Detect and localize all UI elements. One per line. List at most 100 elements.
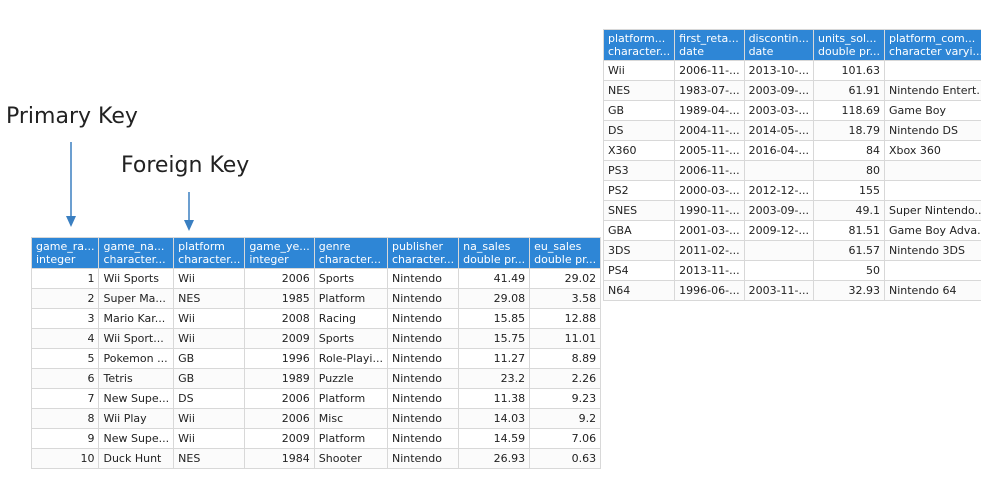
table-cell[interactable]: Platform [313, 388, 388, 409]
table-row[interactable]: 1 Wii Sports Wii 2006 Sports Nintendo 41.49 29.… [30, 268, 602, 289]
table-cell[interactable]: 18.79 [813, 120, 885, 141]
table-row[interactable]: SNES 1990-11-... 2003-09-... 49.1 Super Nint… [602, 200, 981, 221]
table-cell[interactable]: Pokemon ... [98, 348, 175, 369]
table-cell[interactable]: Nintendo DS [883, 120, 981, 141]
table-cell[interactable]: 1989-04-... [674, 100, 745, 121]
table-cell[interactable]: 7 [30, 388, 100, 409]
table-cell[interactable]: Shooter [313, 448, 388, 469]
table-cell[interactable]: 26.93 [458, 448, 531, 469]
table-cell[interactable]: Wii Sports [98, 268, 175, 289]
table-cell[interactable]: Sports [313, 328, 388, 349]
column-header[interactable]: genre character... [313, 237, 388, 269]
table-cell[interactable]: Tetris [98, 368, 175, 389]
table-cell[interactable]: 3DS [602, 240, 676, 261]
table-cell[interactable]: 32.93 [813, 280, 885, 301]
table-cell[interactable]: 10 [30, 448, 100, 469]
table-cell[interactable]: 2001-03-... [674, 220, 745, 241]
table-cell[interactable]: Nintendo [386, 328, 460, 349]
table-cell[interactable]: 2008 [244, 308, 315, 329]
table-row[interactable]: 3 Mario Kar... Wii 2008 Racing Nintendo 15.85 1… [30, 308, 602, 329]
table-row[interactable]: 9 New Supe... Wii 2009 Platform Nintendo 14.59… [30, 428, 602, 449]
table-cell[interactable]: Wii [173, 428, 246, 449]
table-cell[interactable]: 14.03 [458, 408, 531, 429]
table-cell[interactable]: 0.63 [529, 448, 602, 469]
table-row[interactable]: 4 Wii Sport... Wii 2009 Sports Nintendo 15.75 1… [30, 328, 602, 349]
table-row[interactable]: Wii 2006-11-... 2013-10-... 101.63 [602, 60, 981, 81]
table-row[interactable]: 3DS 2011-02-... 61.57 Nintendo 3DS [602, 240, 981, 261]
table-cell[interactable] [883, 60, 981, 81]
table-cell[interactable]: 2000-03-... [674, 180, 745, 201]
table-cell[interactable]: Misc [313, 408, 388, 429]
table-cell[interactable]: 6 [30, 368, 100, 389]
table-cell[interactable]: 41.49 [458, 268, 531, 289]
table-row[interactable]: N64 1996-06-... 2003-11-... 32.93 Nintendo 6… [602, 280, 981, 301]
table-cell[interactable]: GB [173, 348, 246, 369]
column-header[interactable]: eu_sales double pr... [529, 237, 602, 269]
table-cell[interactable]: 61.57 [813, 240, 885, 261]
column-header[interactable]: game_ra... integer [30, 237, 100, 269]
table-cell[interactable]: Nintendo [386, 448, 460, 469]
table-cell[interactable] [743, 260, 815, 281]
table-cell[interactable]: GBA [602, 220, 676, 241]
column-header[interactable]: na_sales double pr... [458, 237, 531, 269]
table-cell[interactable]: 2006 [244, 268, 315, 289]
table-cell[interactable]: Super Nintendo... [883, 200, 981, 221]
table-cell[interactable]: GB [173, 368, 246, 389]
table-row[interactable]: DS 2004-11-... 2014-05-... 18.79 Nintendo DS [602, 120, 981, 141]
table-cell[interactable]: 1996-06-... [674, 280, 745, 301]
table-cell[interactable]: 12.88 [529, 308, 602, 329]
table-cell[interactable] [743, 240, 815, 261]
table-cell[interactable]: Super Ma... [98, 288, 175, 309]
table-cell[interactable]: Nintendo Entert... [883, 80, 981, 101]
table-cell[interactable]: Nintendo [386, 408, 460, 429]
table-cell[interactable]: 1984 [244, 448, 315, 469]
table-cell[interactable]: New Supe... [98, 388, 175, 409]
table-cell[interactable]: 2006-11-... [674, 160, 745, 181]
table-cell[interactable]: Duck Hunt [98, 448, 175, 469]
table-cell[interactable]: 2 [30, 288, 100, 309]
table-cell[interactable]: PS4 [602, 260, 676, 281]
column-header[interactable]: game_na... character... [98, 237, 175, 269]
table-cell[interactable]: 2009 [244, 328, 315, 349]
table-cell[interactable]: 15.85 [458, 308, 531, 329]
table-cell[interactable]: Nintendo [386, 428, 460, 449]
table-cell[interactable]: 7.06 [529, 428, 602, 449]
table-cell[interactable]: Mario Kar... [98, 308, 175, 329]
table-row[interactable]: PS3 2006-11-... 80 [602, 160, 981, 181]
table-cell[interactable] [883, 180, 981, 201]
table-cell[interactable]: NES [173, 288, 246, 309]
table-cell[interactable]: 8 [30, 408, 100, 429]
table-cell[interactable]: 14.59 [458, 428, 531, 449]
table-cell[interactable]: DS [173, 388, 246, 409]
table-cell[interactable]: Wii [173, 308, 246, 329]
table-cell[interactable]: 80 [813, 160, 885, 181]
table-cell[interactable]: 1989 [244, 368, 315, 389]
table-cell[interactable]: 1 [30, 268, 100, 289]
column-header[interactable]: game_ye... integer [244, 237, 315, 269]
table-row[interactable]: PS2 2000-03-... 2012-12-... 155 [602, 180, 981, 201]
table-cell[interactable]: NES [173, 448, 246, 469]
table-cell[interactable]: Nintendo [386, 268, 460, 289]
table-cell[interactable]: 1985 [244, 288, 315, 309]
table-cell[interactable]: NES [602, 80, 676, 101]
table-cell[interactable]: Wii [173, 408, 246, 429]
table-cell[interactable]: New Supe... [98, 428, 175, 449]
table-cell[interactable]: Racing [313, 308, 388, 329]
table-cell[interactable]: 4 [30, 328, 100, 349]
table-cell[interactable]: 2013-11-... [674, 260, 745, 281]
table-cell[interactable]: 2003-03-... [743, 100, 815, 121]
table-cell[interactable]: Sports [313, 268, 388, 289]
table-cell[interactable]: 101.63 [813, 60, 885, 81]
table-cell[interactable]: Role-Playi... [313, 348, 388, 369]
table-cell[interactable]: Nintendo [386, 388, 460, 409]
column-header[interactable]: publisher character... [386, 237, 460, 269]
table-cell[interactable]: 9.2 [529, 408, 602, 429]
table-cell[interactable]: 1990-11-... [674, 200, 745, 221]
table-row[interactable]: GBA 2001-03-... 2009-12-... 81.51 Game Boy A… [602, 220, 981, 241]
table-cell[interactable]: 9.23 [529, 388, 602, 409]
table-cell[interactable]: 11.38 [458, 388, 531, 409]
column-header[interactable]: first_reta... date [674, 29, 745, 61]
column-header[interactable]: discontin... date [743, 29, 815, 61]
table-cell[interactable]: 23.2 [458, 368, 531, 389]
table-cell[interactable]: 2.26 [529, 368, 602, 389]
